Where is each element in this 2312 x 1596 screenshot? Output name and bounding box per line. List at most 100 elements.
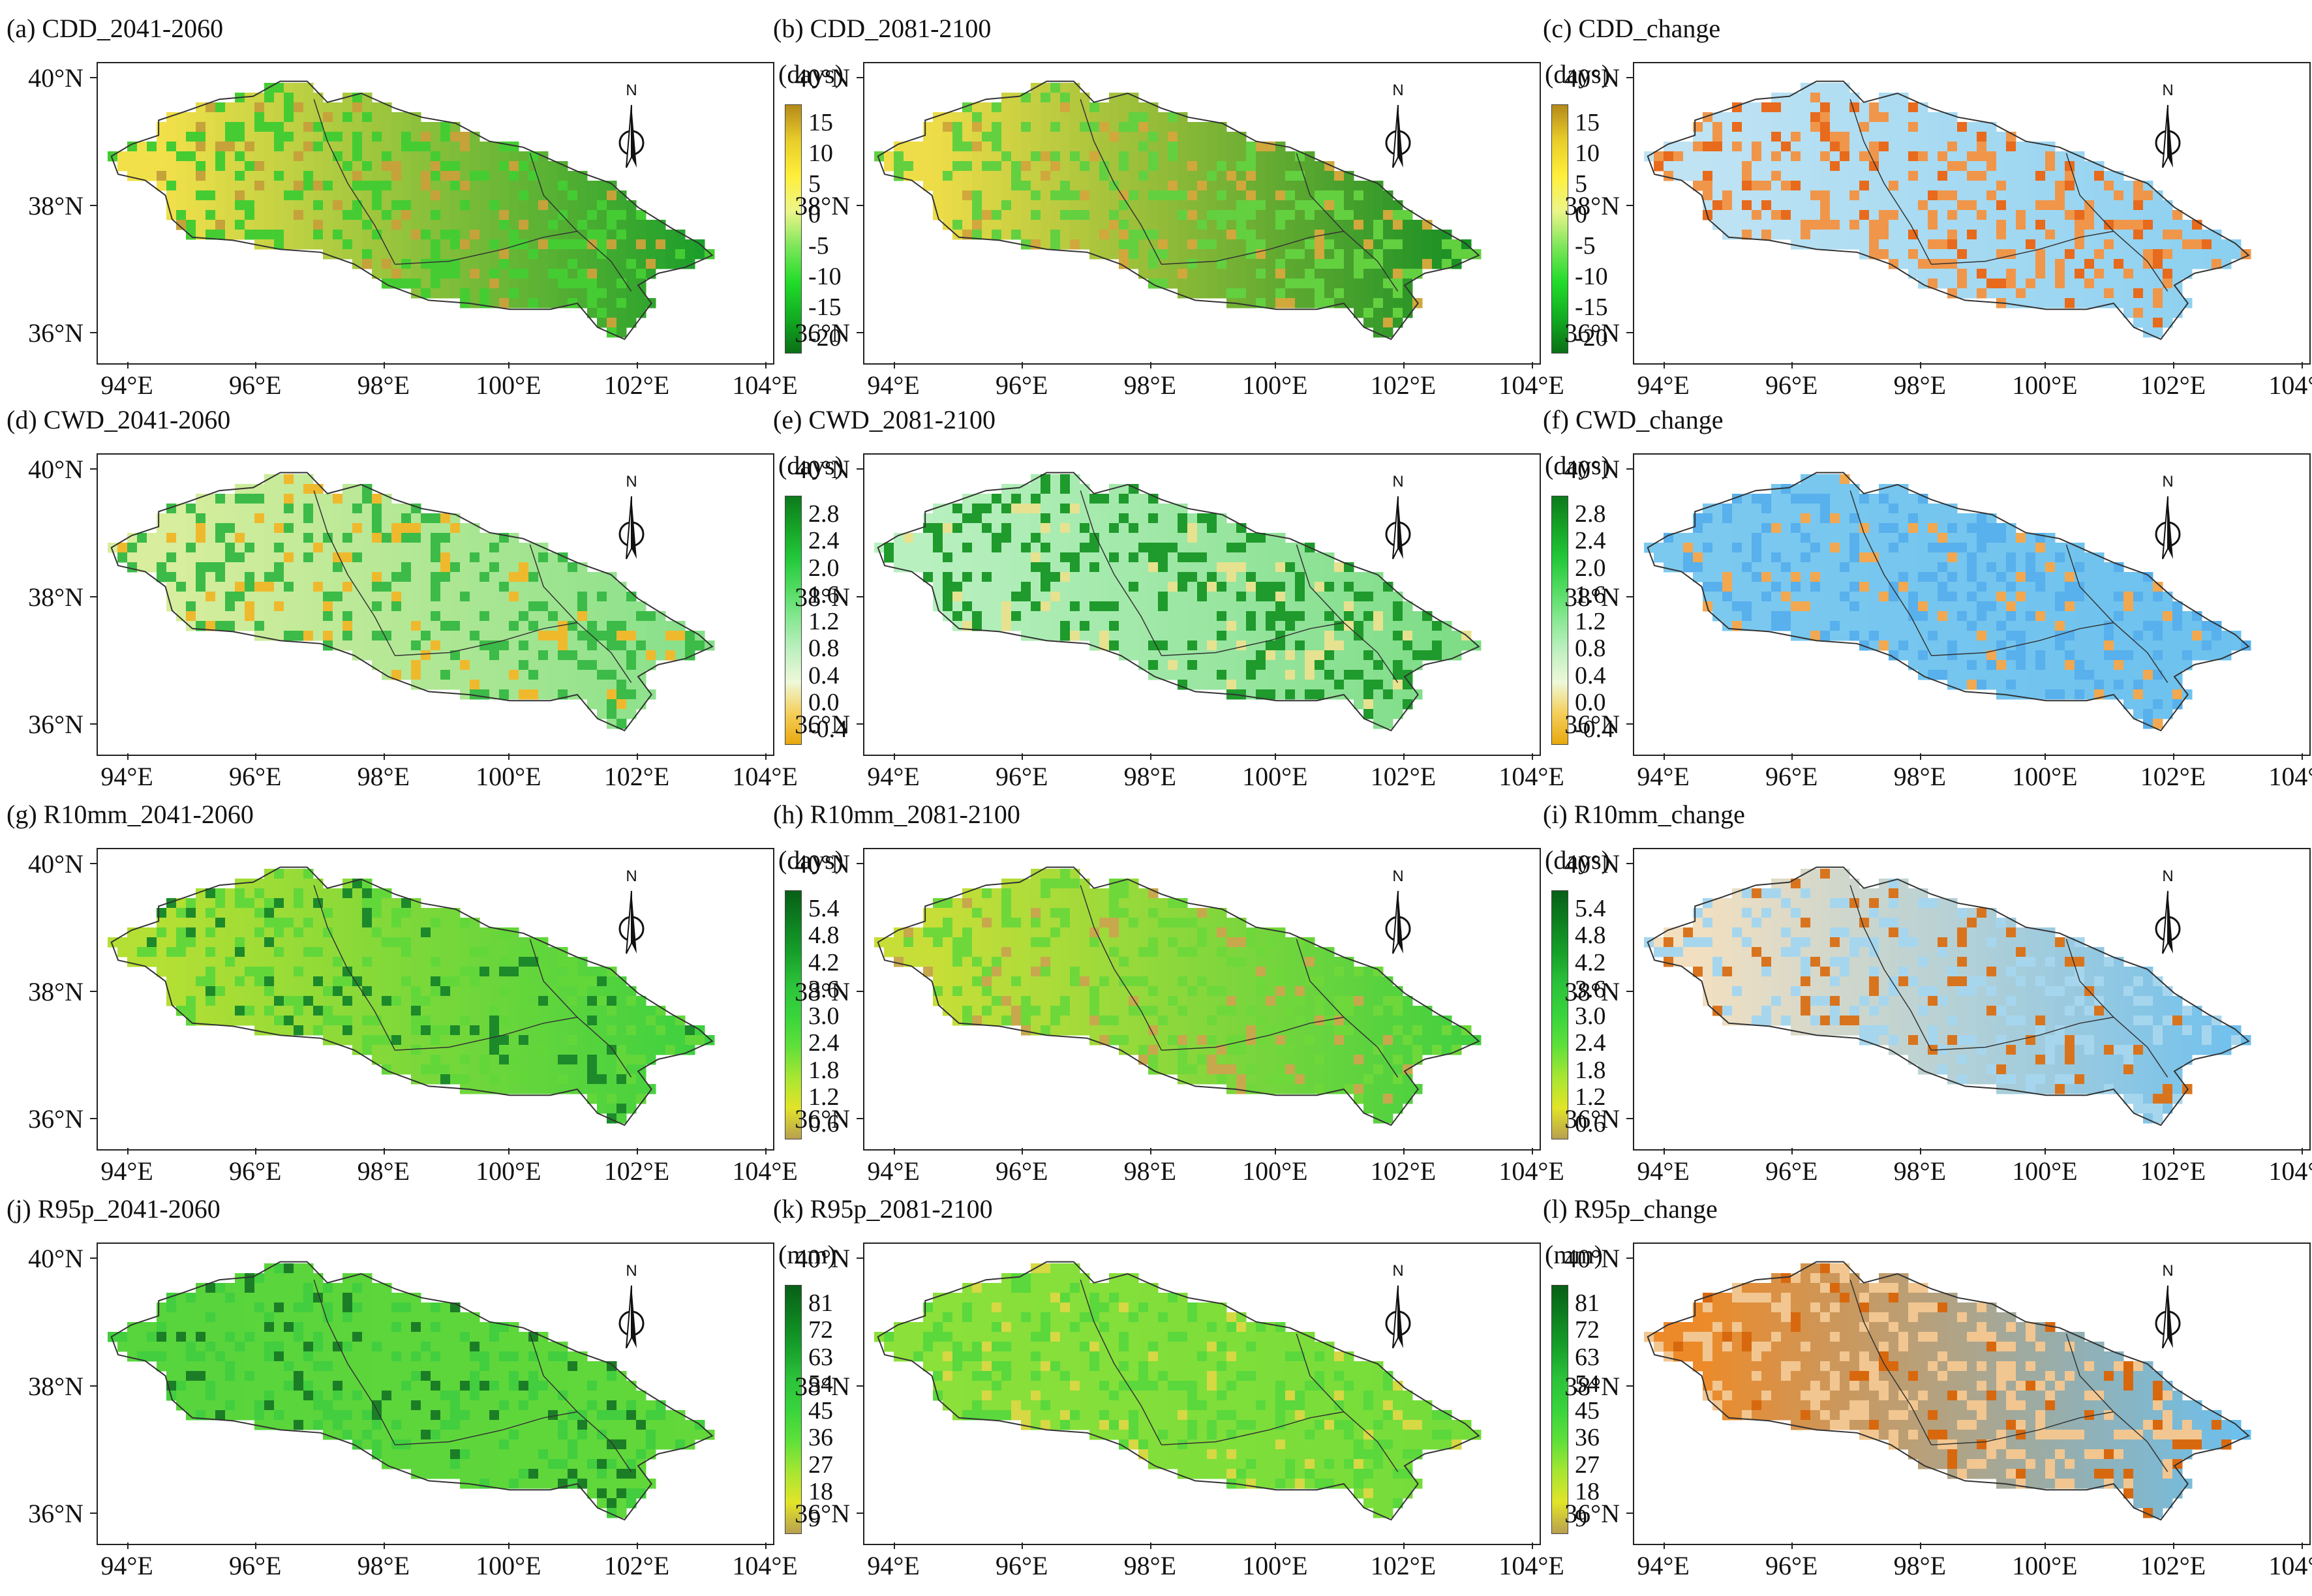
grid-cell [1138, 631, 1149, 641]
grid-cell [1226, 582, 1237, 592]
grid-cell [2045, 142, 2056, 152]
grid-cell [972, 601, 982, 612]
grid-cell [352, 171, 363, 181]
grid-cell [1060, 552, 1071, 563]
grid-cell [342, 533, 353, 543]
grid-cell [992, 161, 1002, 172]
grid-cell [1977, 239, 1987, 250]
grid-cell [1256, 621, 1266, 631]
grid-cell [1119, 611, 1129, 622]
grid-cell [1771, 112, 1782, 123]
grid-cell [1957, 220, 1968, 230]
grid-cell [450, 151, 461, 162]
grid-cell [333, 504, 343, 514]
grid-cell [1761, 611, 1772, 622]
grid-cell [1928, 132, 1938, 142]
grid-cell [1060, 132, 1071, 142]
grid-cell [2065, 298, 2075, 309]
grid-cell [401, 552, 412, 563]
grid-cell [558, 220, 568, 230]
grid-cell [1820, 142, 1831, 152]
grid-cell [1859, 533, 1870, 543]
grid-cell [1315, 670, 1325, 680]
grid-cell [1889, 102, 1899, 113]
grid-cell [1810, 592, 1821, 602]
basin-outline [110, 472, 714, 732]
grid-cell [1011, 504, 1022, 514]
grid-cell [1442, 650, 1452, 661]
grid-cell [2075, 552, 2085, 563]
grid-cell [1148, 132, 1159, 142]
grid-cell [450, 161, 461, 172]
grid-cell [1869, 631, 1879, 641]
grid-cell [372, 572, 382, 582]
grid-cell [1849, 190, 1860, 201]
grid-cell [1275, 161, 1286, 172]
grid-cell [1722, 552, 1733, 563]
grid-cell [460, 670, 470, 680]
grid-cell [205, 142, 216, 152]
grid-cell [519, 689, 529, 700]
grid-cell [616, 210, 627, 220]
grid-cell [1849, 181, 1860, 191]
grid-cell [1918, 552, 1928, 563]
grid-cell [479, 592, 490, 602]
grid-cell [1334, 640, 1345, 651]
grid-cell [1703, 513, 1713, 524]
grid-cell [1236, 230, 1247, 240]
grid-cell [1060, 142, 1071, 152]
grid-cell [1226, 601, 1237, 612]
grid-cell [1752, 611, 1762, 622]
grid-cell [1001, 601, 1012, 612]
grid-cell [1138, 504, 1149, 514]
grid-cell [1011, 132, 1022, 142]
grid-cell [1285, 220, 1296, 230]
grid-cell [1089, 112, 1100, 123]
grid-cell [646, 611, 656, 622]
grid-cell [2172, 611, 2183, 622]
grid-cell [391, 523, 402, 534]
grid-cell [1109, 200, 1119, 211]
grid-cell [1197, 670, 1208, 680]
grid-cell [2065, 259, 2075, 269]
grid-cell [1683, 142, 1694, 152]
grid-cell [1099, 582, 1110, 592]
grid-cell [1859, 504, 1870, 514]
grid-cell [528, 572, 539, 582]
grid-cell [1363, 680, 1374, 690]
grid-cell [1908, 161, 1919, 172]
grid-cell [1089, 533, 1100, 543]
grid-cell [597, 288, 607, 299]
grid-cell [2143, 582, 2153, 592]
grid-cell [1373, 680, 1384, 690]
grid-cell [1889, 142, 1899, 152]
colorbar-tick-label: 2.0 [808, 554, 840, 582]
grid-cell [1344, 220, 1354, 230]
grid-cell [1275, 142, 1286, 152]
grid-cell [597, 200, 607, 211]
grid-cell [1908, 259, 1919, 269]
grid-cell [1080, 200, 1090, 211]
longitude-label: 104°E [2268, 370, 2312, 400]
grid-cell [1722, 543, 1733, 553]
grid-cell [1168, 533, 1178, 543]
grid-cell [411, 269, 421, 279]
grid-cell [1752, 210, 1762, 220]
grid-cell [962, 161, 973, 172]
grid-cell [1403, 298, 1413, 309]
grid-cell [616, 699, 627, 710]
grid-cell [1168, 572, 1178, 582]
grid-cell [382, 279, 392, 289]
grid-cell [342, 552, 353, 563]
grid-cell [1011, 484, 1022, 494]
grid-cell [1879, 151, 1889, 162]
grid-cell [1324, 249, 1335, 260]
grid-cell [1412, 650, 1423, 661]
grid-cell [1138, 249, 1149, 260]
grid-cell [2153, 200, 2163, 211]
grid-cell [342, 601, 353, 612]
grid-cell [1412, 249, 1423, 260]
grid-cell [943, 513, 953, 524]
grid-cell [1732, 572, 1742, 582]
grid-cell [1256, 631, 1266, 641]
